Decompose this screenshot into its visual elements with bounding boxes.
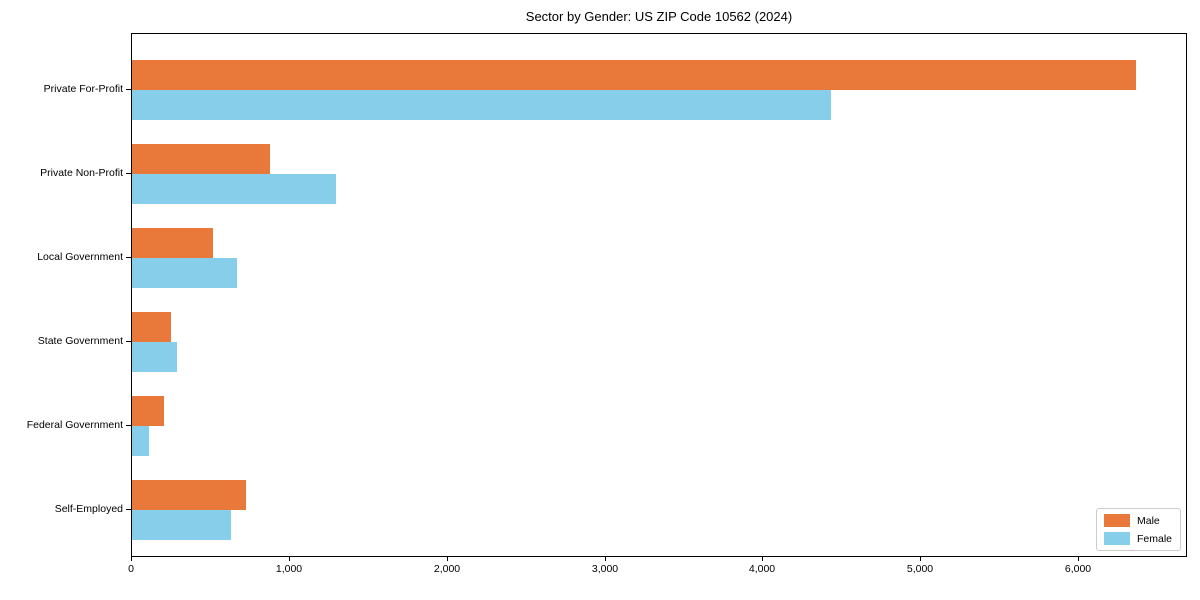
- legend-swatch-male: [1103, 514, 1130, 527]
- bar-male-4: [132, 312, 171, 342]
- bar-female-5: [132, 426, 149, 456]
- bar-male-6: [132, 480, 246, 510]
- bar-male-5: [132, 396, 164, 426]
- x-tick-mark: [762, 557, 763, 561]
- y-tick-mark: [126, 173, 131, 174]
- bar-female-3: [132, 258, 237, 288]
- y-tick-mark: [126, 257, 131, 258]
- legend-label-male: Male: [1136, 514, 1160, 527]
- x-tick-mark: [289, 557, 290, 561]
- x-tick-label: 2,000: [433, 563, 461, 575]
- bar-female-2: [132, 174, 336, 204]
- bar-male-1: [132, 60, 1136, 90]
- y-tick-label: Local Government: [37, 251, 123, 263]
- y-tick-mark: [126, 425, 131, 426]
- x-tick-mark: [1078, 557, 1079, 561]
- x-tick-label: 4,000: [748, 563, 776, 575]
- y-tick-label: Private For-Profit: [43, 83, 123, 95]
- bar-male-2: [132, 144, 270, 174]
- y-tick-label: Federal Government: [26, 419, 123, 431]
- y-tick-mark: [126, 89, 131, 90]
- bar-female-1: [132, 90, 831, 120]
- legend-label-female: Female: [1136, 532, 1172, 545]
- x-tick-mark: [920, 557, 921, 561]
- x-tick-label: 0: [128, 563, 134, 575]
- plot-area: Male Female: [131, 33, 1187, 557]
- bar-female-4: [132, 342, 177, 372]
- y-tick-mark: [126, 341, 131, 342]
- bar-female-6: [132, 510, 231, 540]
- bar-male-3: [132, 228, 213, 258]
- legend-item-male: Male: [1103, 514, 1172, 527]
- chart-title: Sector by Gender: US ZIP Code 10562 (202…: [525, 9, 793, 24]
- x-tick-label: 6,000: [1064, 563, 1092, 575]
- legend-swatch-female: [1103, 532, 1130, 545]
- legend: Male Female: [1095, 508, 1181, 551]
- y-tick-mark: [126, 509, 131, 510]
- x-tick-mark: [131, 557, 132, 561]
- x-tick-label: 1,000: [275, 563, 303, 575]
- y-tick-label: Self-Employed: [54, 503, 123, 515]
- x-tick-mark: [447, 557, 448, 561]
- x-tick-label: 5,000: [906, 563, 934, 575]
- x-tick-label: 3,000: [591, 563, 619, 575]
- y-tick-label: Private Non-Profit: [40, 167, 123, 179]
- y-tick-label: State Government: [37, 335, 123, 347]
- legend-item-female: Female: [1103, 532, 1172, 545]
- x-tick-mark: [605, 557, 606, 561]
